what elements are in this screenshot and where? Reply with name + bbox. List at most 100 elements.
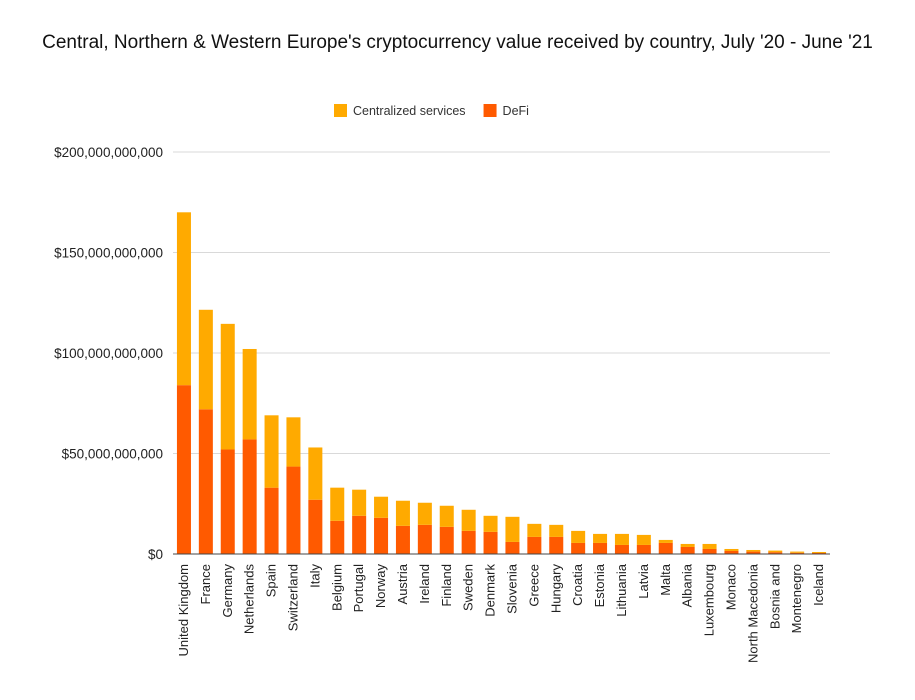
bar-defi bbox=[571, 542, 586, 554]
x-tick-label: Bosnia and bbox=[767, 564, 782, 629]
legend-label: DeFi bbox=[503, 104, 529, 118]
gridlines bbox=[173, 151, 830, 454]
bar-centralized bbox=[571, 530, 586, 543]
bar-centralized bbox=[549, 524, 564, 537]
bar-defi bbox=[658, 542, 673, 554]
y-tick-label: $150,000,000,000 bbox=[54, 246, 163, 261]
bar-defi bbox=[680, 546, 695, 554]
x-tick-label: United Kingdom bbox=[176, 564, 191, 657]
bar-centralized bbox=[352, 489, 367, 516]
bar-centralized bbox=[395, 500, 410, 526]
bar-centralized bbox=[374, 496, 389, 518]
bar-defi bbox=[505, 541, 520, 554]
bar-centralized bbox=[505, 516, 520, 542]
bar-centralized bbox=[198, 309, 213, 410]
x-tick-label: Estonia bbox=[592, 563, 607, 607]
y-axis-ticks: $0 $50,000,000,000 $100,000,000,000 $150,00… bbox=[54, 145, 163, 562]
legend-swatch bbox=[334, 104, 347, 117]
bars bbox=[176, 212, 827, 554]
bar-defi bbox=[198, 409, 213, 554]
x-tick-label: Latvia bbox=[636, 563, 651, 598]
x-tick-label: Netherlands bbox=[242, 564, 257, 635]
bar-centralized bbox=[264, 415, 279, 488]
x-tick-label: Italy bbox=[307, 564, 322, 588]
bar-centralized bbox=[724, 548, 739, 551]
x-tick-label: Portugal bbox=[351, 564, 366, 613]
bar-defi bbox=[395, 525, 410, 554]
bar-defi bbox=[286, 466, 301, 554]
bar-centralized bbox=[658, 539, 673, 543]
bar-centralized bbox=[308, 447, 323, 500]
bar-defi bbox=[768, 552, 783, 554]
x-tick-label: Croatia bbox=[570, 563, 585, 606]
legend-swatch bbox=[483, 104, 497, 117]
bar-defi bbox=[527, 536, 542, 554]
x-tick-label: Sweden bbox=[461, 564, 476, 611]
y-tick-label: $0 bbox=[148, 547, 163, 562]
bar-defi bbox=[264, 487, 279, 554]
x-tick-label: Albania bbox=[680, 563, 695, 607]
x-tick-label: Montenegro bbox=[789, 564, 804, 633]
bar-centralized bbox=[746, 549, 761, 552]
bar-defi bbox=[374, 517, 389, 554]
x-tick-label: Germany bbox=[220, 564, 235, 618]
x-tick-label: Iceland bbox=[811, 564, 826, 606]
bar-defi bbox=[330, 520, 345, 554]
bar-centralized bbox=[417, 502, 432, 525]
bar-centralized bbox=[330, 487, 345, 521]
x-tick-label: Slovenia bbox=[504, 563, 519, 614]
bar-centralized bbox=[702, 543, 717, 549]
bar-centralized bbox=[790, 551, 805, 553]
legend: Centralized services DeFi bbox=[334, 104, 529, 118]
bar-defi bbox=[549, 536, 564, 554]
bar-defi bbox=[220, 449, 235, 554]
x-tick-label: Hungary bbox=[548, 564, 563, 614]
bar-defi bbox=[636, 544, 651, 554]
x-tick-label: Finland bbox=[439, 564, 454, 607]
legend-label: Centralized services bbox=[353, 104, 466, 118]
bar-centralized bbox=[461, 509, 476, 531]
bar-centralized bbox=[176, 212, 191, 386]
bar-defi bbox=[724, 550, 739, 554]
bar-defi bbox=[352, 515, 367, 554]
x-tick-label: Greece bbox=[526, 564, 541, 607]
x-tick-label: Norway bbox=[373, 564, 388, 609]
bar-defi bbox=[176, 385, 191, 554]
y-tick-label: $100,000,000,000 bbox=[54, 346, 163, 361]
bar-defi bbox=[461, 530, 476, 554]
bar-centralized bbox=[614, 533, 629, 545]
bar-defi bbox=[614, 544, 629, 554]
bar-centralized bbox=[527, 523, 542, 537]
bar-centralized bbox=[593, 533, 608, 543]
bar-defi bbox=[746, 551, 761, 554]
x-tick-label: Denmark bbox=[483, 564, 498, 617]
bar-defi bbox=[812, 552, 827, 554]
bar-defi bbox=[702, 548, 717, 554]
bar-centralized bbox=[220, 323, 235, 450]
bar-defi bbox=[242, 439, 257, 554]
x-tick-label: France bbox=[198, 564, 213, 604]
x-tick-label: Austria bbox=[395, 563, 410, 604]
x-tick-label: North Macedonia bbox=[745, 563, 760, 663]
y-tick-label: $50,000,000,000 bbox=[62, 447, 163, 462]
x-tick-label: Luxembourg bbox=[702, 564, 717, 636]
x-tick-label: Spain bbox=[264, 564, 279, 597]
bar-centralized bbox=[680, 543, 695, 547]
x-tick-label: Belgium bbox=[329, 564, 344, 611]
bar-centralized bbox=[812, 551, 827, 553]
bar-centralized bbox=[286, 417, 301, 467]
y-tick-label: $200,000,000,000 bbox=[54, 145, 163, 160]
bar-defi bbox=[308, 499, 323, 554]
bar-defi bbox=[483, 531, 498, 554]
bar-defi bbox=[593, 542, 608, 554]
bar-centralized bbox=[768, 550, 783, 553]
bar-centralized bbox=[439, 505, 454, 527]
x-tick-label: Lithuania bbox=[614, 563, 629, 617]
x-axis-ticks: United Kingdom France Germany Netherlands Sp… bbox=[176, 563, 826, 663]
bar-centralized bbox=[242, 348, 257, 440]
x-tick-label: Malta bbox=[658, 563, 673, 596]
bar-centralized bbox=[636, 534, 651, 545]
bar-centralized bbox=[483, 515, 498, 532]
x-tick-label: Switzerland bbox=[285, 564, 300, 631]
